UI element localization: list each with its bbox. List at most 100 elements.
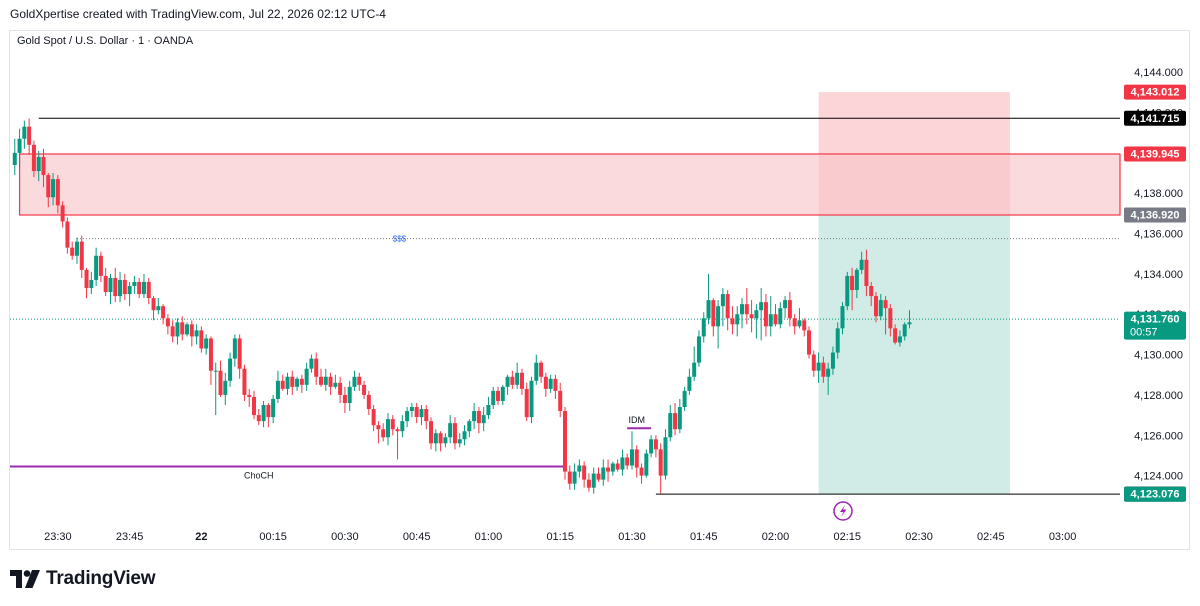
candle [266,402,271,428]
candle-body [740,304,745,315]
y-tick-label: 4,124.000 [1134,471,1183,483]
candle [802,318,807,337]
candle [673,402,678,436]
candle [362,380,367,399]
candle-body [161,306,166,319]
candle [787,292,792,327]
candle-body [22,126,27,139]
candle [625,453,630,470]
candle-body [677,407,682,430]
candle [553,374,558,399]
candle-body [711,300,716,327]
candle [419,405,424,426]
candle [371,405,376,432]
candle [218,360,223,397]
tradingview-logo[interactable]: TradingView [10,568,156,590]
x-tick-label: 23:30 [44,531,72,543]
candle [716,300,721,349]
candle [333,374,338,389]
candle [151,296,156,321]
candle [773,304,778,327]
price-tag-label: 4,136.920 [1131,209,1180,221]
candle [180,316,185,341]
candle-body [548,378,553,389]
candle-body [429,421,434,444]
candle-body [98,255,103,276]
candle-body [883,300,888,309]
candle-body [51,179,56,198]
candle-body [620,457,625,470]
alert-icon[interactable] [833,501,853,521]
candle [869,281,874,307]
candle [658,443,663,494]
candle [720,288,725,327]
candle-body [730,318,735,325]
candle-body [601,467,606,480]
candle [347,380,352,412]
candle-body [79,241,84,270]
candle-body [12,152,17,165]
candle [878,294,883,321]
price-tag-label: 4,141.715 [1131,113,1180,125]
candle [299,374,304,393]
candle [792,314,797,335]
candle-body [443,437,448,444]
candle-body [31,144,36,172]
candle [807,326,812,359]
candle-body [830,352,835,369]
candle [113,267,118,303]
candle [409,402,414,418]
candle [232,334,237,367]
y-tick-label: 4,130.000 [1134,350,1183,362]
candle-body [213,370,218,372]
candle [194,324,199,345]
candle [137,277,142,299]
price-tag [1124,207,1186,223]
candle [385,413,390,446]
candle-body [295,378,300,387]
candle [314,352,319,385]
x-tick-label: 00:30 [331,531,359,543]
candle-body [625,457,630,466]
take-profit-zone [818,214,1010,495]
candle-body [118,279,123,297]
candle-body [835,328,840,353]
candle-body [318,376,323,385]
candle [577,459,582,478]
candle-body [897,336,902,343]
candle-body [783,300,788,309]
candle [907,310,912,329]
candle [55,175,60,214]
candle-body [596,473,601,480]
candle [285,372,290,395]
candle-body [232,338,237,359]
candle [94,247,99,286]
candle-body [610,463,615,472]
candle [309,354,314,373]
candle [596,467,601,482]
candle [897,330,902,347]
candle [41,148,46,188]
candle-body [228,358,233,381]
candle-body [27,126,32,145]
candle [864,249,869,297]
chart-frame [9,30,1190,550]
countdown-label: 00:57 [1130,327,1158,339]
candle-body [256,415,261,422]
chart-title: Gold Spot / U.S. Dollar · 1 · OANDA [17,35,194,47]
candle-body [821,362,826,377]
x-tick-label: 01:15 [546,531,574,543]
candle [208,336,213,385]
candle [615,459,620,472]
x-tick-label: 00:45 [403,531,431,543]
candle [763,294,768,337]
candle [452,417,457,450]
candle [98,251,103,282]
candle [17,128,22,167]
candle-body [132,281,137,286]
candle-body [299,378,304,385]
candle-body [94,255,99,280]
candle [141,273,146,299]
candle [467,419,472,438]
